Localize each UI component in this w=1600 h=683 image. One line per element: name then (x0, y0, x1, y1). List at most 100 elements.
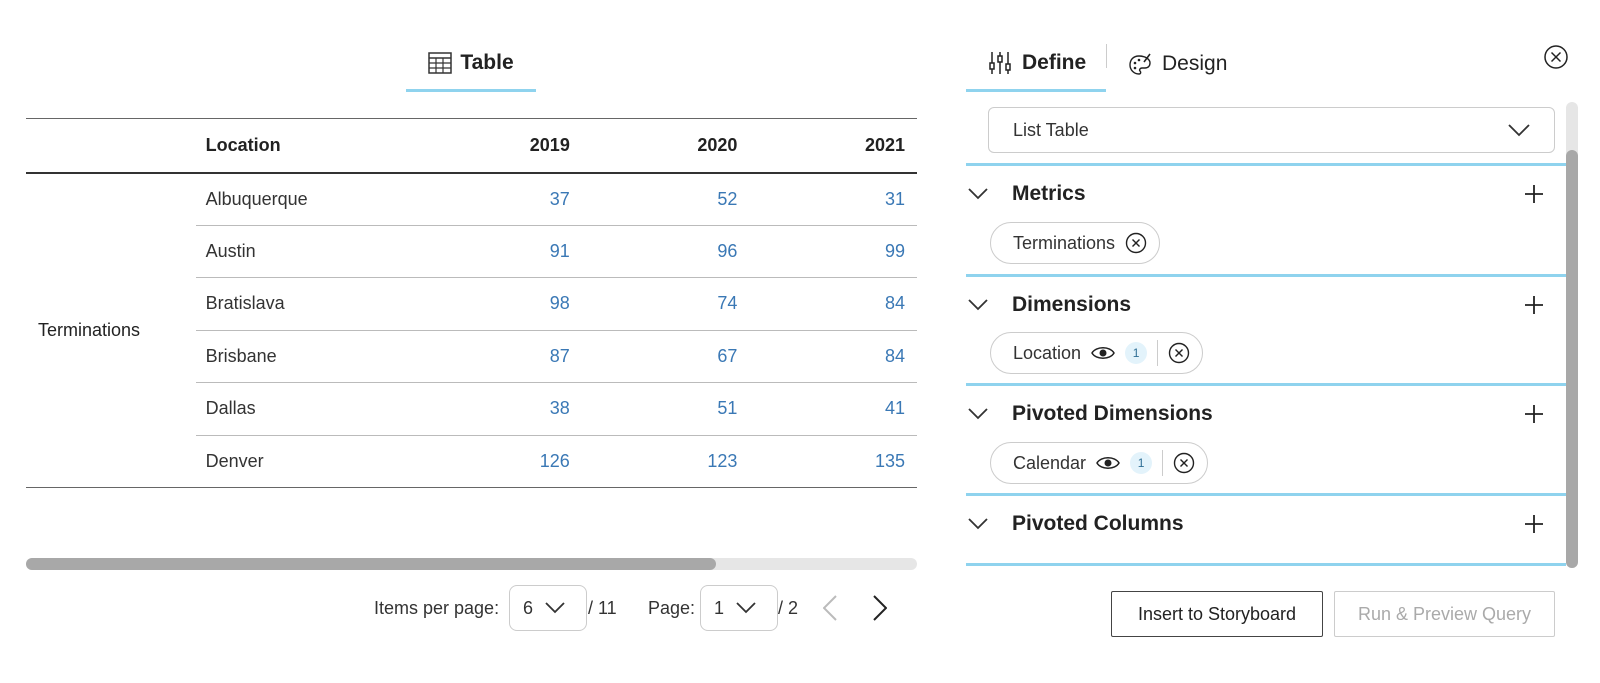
palette-icon (1129, 53, 1151, 75)
dimension-pill-location[interactable]: Location 1 (990, 332, 1204, 374)
data-table-container: Location 2019 2020 2021 Terminations Alb… (26, 118, 917, 488)
table-cell-value[interactable]: 41 (749, 382, 917, 436)
items-per-page-select[interactable]: 6 (509, 585, 587, 631)
table-cell-value[interactable]: 52 (581, 172, 750, 226)
table-cell-location: Brisbane (195, 330, 415, 383)
horizontal-scrollbar-thumb[interactable] (26, 558, 716, 570)
dimensions-title: Dimensions (1012, 293, 1132, 316)
eye-icon[interactable] (1091, 345, 1115, 361)
column-header-location[interactable]: Location (195, 118, 415, 174)
tab-table-label: Table (460, 50, 514, 74)
pivoted-dimensions-title: Pivoted Dimensions (1012, 402, 1213, 425)
page-select[interactable]: 1 (700, 585, 778, 631)
items-per-page-value: 6 (523, 597, 534, 618)
pivoted-dimension-count-badge: 1 (1130, 452, 1153, 474)
vertical-scrollbar-thumb[interactable] (1566, 150, 1578, 568)
table-row: Austin 91 96 99 (26, 225, 917, 278)
table-cell-value[interactable]: 51 (581, 382, 750, 436)
table-cell-location: Bratislava (195, 277, 415, 331)
pivoted-dimension-pill-label: Calendar (1013, 452, 1087, 473)
horizontal-scrollbar[interactable] (26, 558, 917, 570)
pivoted-columns-title: Pivoted Columns (1012, 512, 1184, 535)
table-type-dropdown[interactable]: List Table (988, 107, 1555, 153)
table-cell-value[interactable]: 96 (581, 225, 750, 278)
table-cell-value[interactable]: 84 (749, 330, 917, 383)
metrics-title: Metrics (1012, 182, 1086, 205)
dimension-count-badge: 1 (1125, 342, 1148, 364)
pivoted-dimension-pill-calendar[interactable]: Calendar 1 (990, 442, 1209, 484)
pivoted-dimensions-collapse-toggle[interactable] (966, 402, 990, 426)
table-cell-value[interactable]: 38 (414, 382, 582, 436)
chevron-down-icon (968, 408, 988, 420)
table-cell-value[interactable]: 135 (749, 435, 917, 488)
table-cell-location: Dallas (195, 382, 415, 436)
remove-circle-x-icon[interactable] (1168, 342, 1190, 364)
table-cell-value[interactable]: 91 (414, 225, 582, 278)
dimension-pill-label: Location (1013, 342, 1082, 363)
column-header-2019[interactable]: 2019 (414, 118, 582, 174)
prev-page-button[interactable] (815, 593, 845, 623)
column-header-2021[interactable]: 2021 (749, 118, 917, 174)
dimensions-collapse-toggle[interactable] (966, 293, 990, 317)
metrics-section-header: Metrics (966, 174, 1546, 214)
dimensions-section-header: Dimensions (966, 285, 1546, 325)
tab-table[interactable]: Table (406, 36, 536, 92)
pill-divider (1162, 450, 1164, 476)
chevron-down-icon (968, 299, 988, 311)
insert-to-storyboard-button[interactable]: Insert to Storyboard (1111, 591, 1323, 637)
add-metric-plus-icon[interactable] (1522, 182, 1546, 206)
metrics-collapse-toggle[interactable] (966, 182, 990, 206)
table-cell-value[interactable]: 84 (749, 277, 917, 331)
table-cell-value[interactable]: 31 (749, 172, 917, 226)
page-label: Page: (648, 598, 696, 618)
table-cell-location: Denver (195, 435, 415, 488)
add-dimension-plus-icon[interactable] (1522, 293, 1546, 317)
table-cell-value[interactable]: 99 (749, 225, 917, 278)
table-row: Bratislava 98 74 84 (26, 277, 917, 331)
remove-circle-x-icon[interactable] (1173, 452, 1195, 474)
section-divider (966, 274, 1566, 277)
metric-pill-terminations[interactable]: Terminations (990, 222, 1161, 264)
section-divider (966, 383, 1566, 386)
add-pivoted-dimension-plus-icon[interactable] (1522, 402, 1546, 426)
table-cell-value[interactable]: 67 (581, 330, 750, 383)
column-header-2020[interactable]: 2020 (581, 118, 750, 174)
remove-circle-x-icon[interactable] (1125, 232, 1147, 254)
pivoted-columns-collapse-toggle[interactable] (966, 512, 990, 536)
page-total: / 2 (778, 598, 799, 618)
table-row: Terminations Albuquerque 37 52 31 (26, 172, 917, 488)
items-total: / 11 (588, 598, 617, 618)
pill-divider (1157, 340, 1159, 366)
chevron-down-icon (736, 602, 756, 614)
section-divider (966, 563, 1566, 566)
items-per-page-label: Items per page: (374, 598, 500, 618)
pivoted-columns-section-header: Pivoted Columns (966, 504, 1546, 544)
table-cell-value[interactable]: 126 (414, 435, 582, 488)
table-row: Brisbane 87 67 84 (26, 330, 917, 383)
chevron-down-icon (1508, 123, 1530, 136)
vertical-scrollbar[interactable] (1566, 102, 1578, 568)
run-preview-query-button[interactable]: Run & Preview Query (1334, 591, 1555, 637)
table-cell-value[interactable]: 98 (414, 277, 582, 331)
column-header-metric (26, 118, 196, 174)
table-cell-value[interactable]: 87 (414, 330, 582, 383)
data-table: Location 2019 2020 2021 Terminations Alb… (26, 118, 917, 488)
table-icon (428, 51, 453, 74)
metric-pill-label: Terminations (1013, 232, 1116, 253)
pivoted-dimensions-section-header: Pivoted Dimensions (966, 394, 1546, 434)
table-cell-location: Albuquerque (195, 172, 415, 226)
tab-define[interactable]: Define (966, 36, 1106, 92)
eye-icon[interactable] (1096, 455, 1120, 471)
next-page-button[interactable] (865, 593, 895, 623)
tab-design[interactable]: Design (1128, 36, 1227, 92)
table-type-value: List Table (1013, 119, 1089, 140)
table-cell-value[interactable]: 74 (581, 277, 750, 331)
section-divider (966, 493, 1566, 496)
add-pivoted-column-plus-icon[interactable] (1522, 512, 1546, 536)
tab-define-label: Define (1022, 50, 1087, 74)
table-cell-value[interactable]: 123 (581, 435, 750, 488)
table-header-row: Location 2019 2020 2021 (26, 118, 917, 174)
close-icon[interactable] (1543, 44, 1569, 70)
table-cell-value[interactable]: 37 (414, 172, 582, 226)
chevron-down-icon (545, 602, 565, 614)
